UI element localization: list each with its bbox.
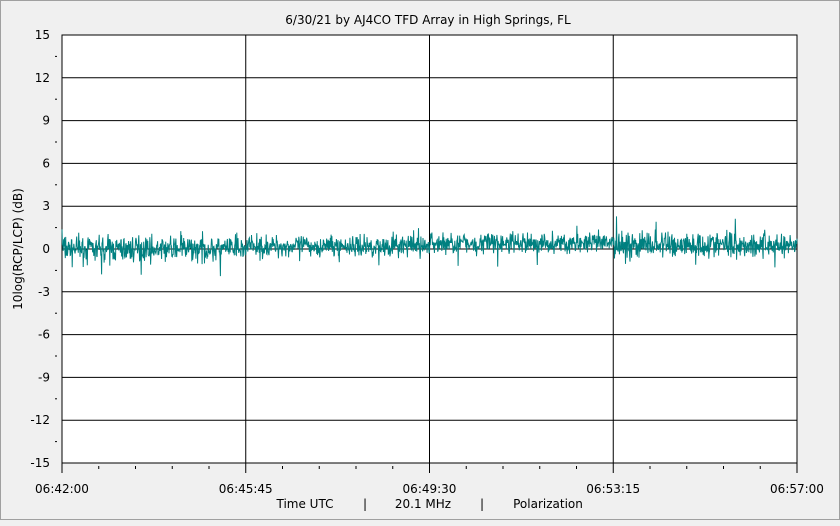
x-tick-label: 06:57:00 (770, 482, 824, 496)
x-axis-label: Time UTC | 20.1 MHz | Polarization (276, 497, 583, 511)
x-axis-label-time: Time UTC (276, 497, 334, 511)
y-tick-label: -9 (38, 370, 50, 384)
y-tick-label: -15 (30, 456, 50, 470)
x-tick-label: 06:45:45 (219, 482, 273, 496)
y-tick-label: 6 (42, 156, 50, 170)
y-tick-label: -6 (38, 328, 50, 342)
x-tick-label: 06:42:00 (35, 482, 89, 496)
y-tick-label: 3 (42, 199, 50, 213)
x-axis-label-frequency: 20.1 MHz (395, 497, 451, 511)
chart-title: 6/30/21 by AJ4CO TFD Array in High Sprin… (285, 13, 571, 27)
y-axis-ticks: 15 12 9 6 3 0 -3 -6 -9 -12 -15 (30, 28, 50, 470)
x-tick-label: 06:49:30 (403, 482, 457, 496)
series-line (61, 216, 798, 277)
x-axis-label-sep1: | (363, 497, 367, 511)
minor-ticks (55, 55, 761, 469)
y-tick-label: 15 (35, 28, 50, 42)
y-tick-label: -3 (38, 285, 50, 299)
x-axis-label-mode: Polarization (513, 497, 583, 511)
y-axis-label: 10log(RCP/LCP) (dB) (11, 188, 25, 310)
y-tick-label: 12 (35, 71, 50, 85)
x-tick-label: 06:53:15 (586, 482, 640, 496)
x-axis-label-sep2: | (480, 497, 484, 511)
x-axis-ticks: 06:42:00 06:45:45 06:49:30 06:53:15 06:57:00 (35, 463, 824, 496)
y-tick-label: -12 (30, 413, 50, 427)
y-tick-label: 0 (42, 242, 50, 256)
y-tick-label: 9 (42, 114, 50, 128)
